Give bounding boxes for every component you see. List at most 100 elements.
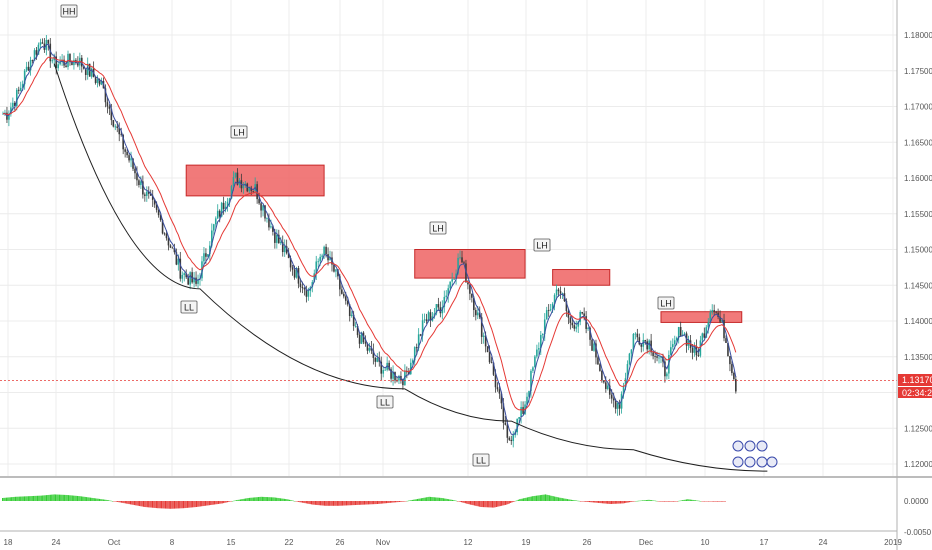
candle-body — [679, 327, 682, 336]
event-flag-icon[interactable] — [732, 440, 744, 452]
osc-bar — [314, 501, 316, 505]
candle — [128, 153, 130, 163]
osc-bar — [663, 501, 666, 502]
event-flag-icon[interactable] — [744, 456, 756, 468]
candle — [725, 335, 727, 344]
candle — [561, 292, 564, 300]
candle — [510, 435, 513, 445]
candle — [392, 365, 394, 386]
osc-bar — [429, 496, 432, 501]
candle-body — [23, 70, 26, 85]
candle-body — [461, 257, 463, 263]
candle-body — [610, 394, 613, 399]
candle-body — [272, 226, 274, 232]
osc-bar — [215, 501, 217, 505]
osc-bar — [661, 501, 663, 502]
candle-body — [21, 84, 24, 88]
candle — [266, 217, 268, 223]
event-flag-icon[interactable] — [732, 456, 744, 468]
osc-bar — [635, 501, 637, 502]
osc-bar — [555, 496, 557, 501]
candle — [350, 311, 353, 318]
osc-bar — [254, 497, 256, 501]
candle-body — [191, 272, 193, 283]
osc-bar — [497, 501, 499, 507]
swing-label-box — [472, 453, 490, 467]
candle-body — [25, 66, 28, 71]
swing-label-box — [533, 238, 551, 252]
y-tick-label: 1.12500 — [904, 424, 932, 433]
osc-bar — [632, 501, 635, 502]
candle-body — [642, 339, 645, 347]
candle-body — [329, 257, 331, 261]
candle — [358, 333, 361, 349]
candle — [409, 358, 412, 376]
osc-bar — [423, 497, 425, 501]
event-flag-icon[interactable] — [744, 440, 756, 452]
candle — [104, 84, 107, 108]
osc-bar — [3, 497, 5, 501]
candle-body — [510, 439, 513, 442]
event-flag-icon[interactable] — [756, 440, 768, 452]
osc-bar — [197, 501, 199, 507]
candle-body — [234, 172, 237, 178]
osc-bar — [623, 501, 625, 504]
candle-body — [110, 108, 113, 121]
oscillator — [2, 494, 726, 509]
osc-bar — [665, 501, 667, 502]
osc-bar — [647, 499, 649, 501]
candle-body — [408, 372, 410, 375]
osc-bar — [586, 501, 588, 502]
osc-bar — [573, 500, 575, 501]
event-flag-icon[interactable] — [766, 456, 778, 468]
candle-body — [364, 342, 367, 344]
candle — [636, 328, 639, 341]
candle — [677, 326, 680, 344]
candle-body — [567, 311, 570, 318]
candle-body — [165, 233, 168, 239]
candle — [595, 339, 597, 365]
osc-bar — [454, 500, 456, 501]
event-flag-icon[interactable] — [756, 456, 768, 468]
candle — [717, 308, 719, 320]
osc-bar — [455, 500, 457, 502]
osc-bar — [472, 501, 474, 506]
candle-body — [262, 205, 264, 211]
candle-body — [506, 424, 509, 438]
osc-bar — [618, 501, 620, 504]
osc-bar — [84, 496, 86, 501]
osc-bar — [648, 499, 650, 501]
osc-bar — [697, 500, 699, 502]
candle-body — [323, 246, 325, 256]
candle-body — [677, 327, 680, 338]
candle-body — [177, 258, 180, 265]
osc-bar — [493, 501, 495, 508]
osc-bar — [599, 501, 601, 504]
candle-body — [153, 199, 156, 205]
osc-bar — [61, 494, 63, 501]
candle — [469, 284, 471, 301]
candle — [372, 343, 375, 365]
candle — [4, 109, 6, 117]
price-axis[interactable]: 1.18000 1.17500 1.17000 1.16500 1.16000 1.155… — [904, 31, 932, 469]
osc-bar — [126, 501, 128, 504]
candle-body — [530, 370, 532, 392]
osc-bar — [550, 495, 552, 501]
candle-body — [478, 312, 481, 318]
osc-bar — [382, 501, 384, 504]
y-tick-label: 1.13500 — [904, 353, 932, 362]
osc-bar — [370, 501, 372, 505]
osc-bar — [109, 500, 111, 502]
osc-bar — [674, 501, 676, 502]
time-axis[interactable]: 18 24 Oct 8 15 22 26 Nov 12 19 26 Dec 10 17 24 2019 — [4, 538, 903, 547]
candle-body — [108, 106, 111, 109]
osc-bar — [33, 495, 35, 501]
x-tick-label: Dec — [639, 538, 653, 547]
candle — [559, 286, 562, 299]
candle — [664, 357, 666, 383]
candle-body — [43, 43, 46, 50]
event-icons[interactable] — [732, 440, 778, 468]
osc-bar — [9, 497, 11, 501]
candle — [538, 342, 540, 356]
